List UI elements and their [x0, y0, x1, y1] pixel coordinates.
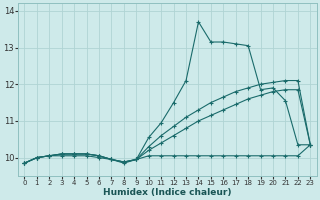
X-axis label: Humidex (Indice chaleur): Humidex (Indice chaleur) — [103, 188, 232, 197]
